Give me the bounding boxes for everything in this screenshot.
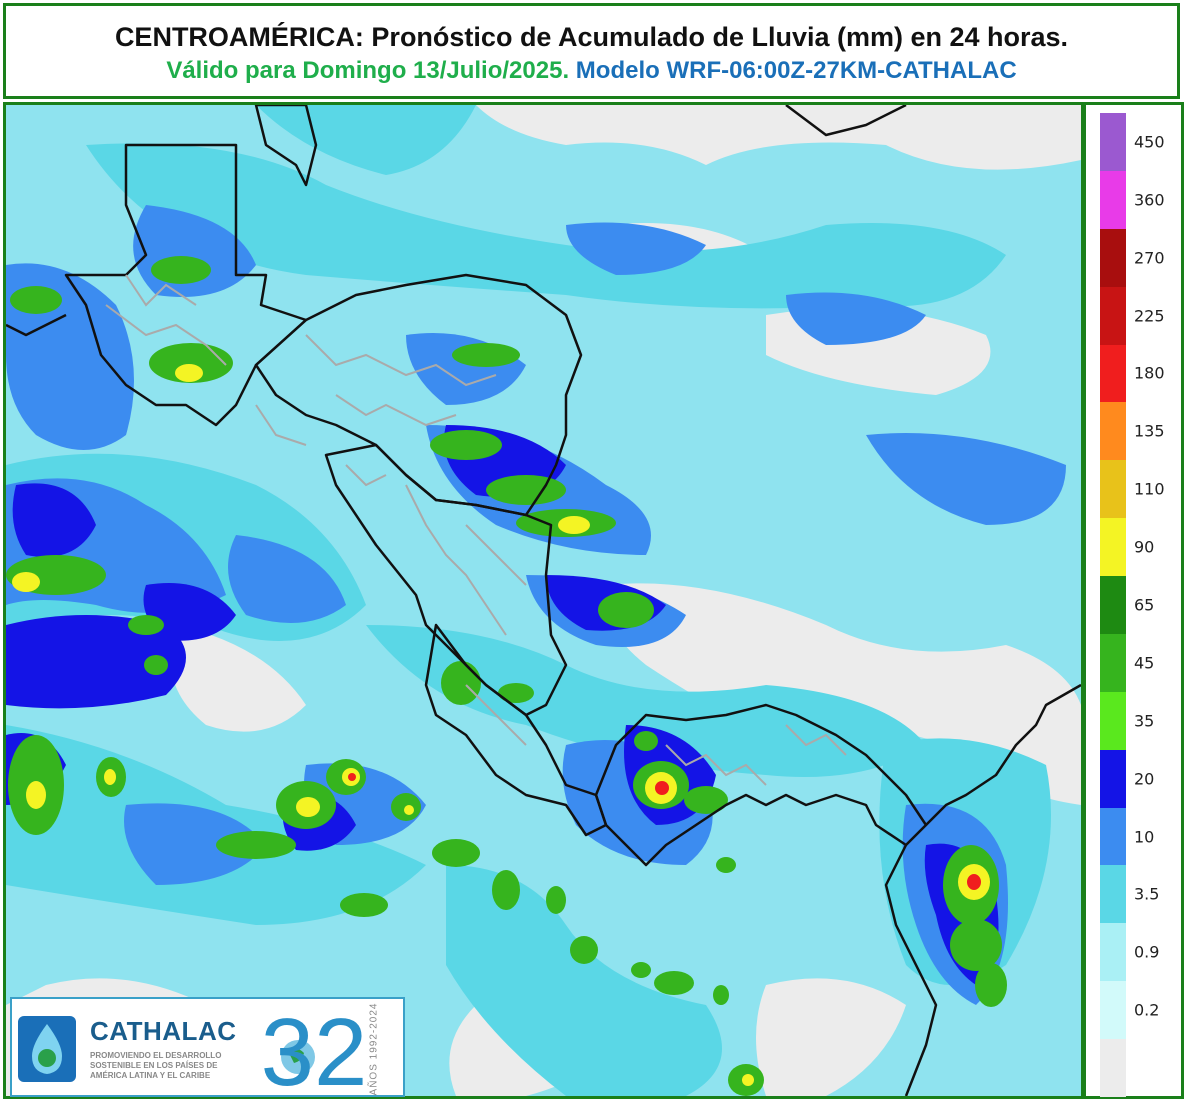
logo-years: AÑOS 1992-2024 [368,1002,380,1096]
header: CENTROAMÉRICA: Pronóstico de Acumulado d… [3,3,1180,99]
legend-tick-label: 20 [1134,769,1155,789]
legend-swatch [1100,923,1126,982]
legend-tick-label: 90 [1134,537,1155,557]
country-borders [6,105,1081,1096]
legend-tick-label: 225 [1134,306,1165,326]
legend-colorbar [1100,113,1126,1098]
water-drop-icon [18,1016,76,1082]
cathalac-logo: CATHALAC PROMOVIENDO EL DESARROLLO SOSTE… [10,997,405,1097]
legend-swatch [1100,113,1126,172]
logo-tagline-3: AMÉRICA LATINA Y EL CARIBE [90,1071,211,1080]
legend-tick-label: 35 [1134,711,1155,731]
legend-swatch [1100,981,1126,1040]
legend-swatch [1100,807,1126,866]
legend-tick-label: 360 [1134,190,1165,210]
legend-swatch [1100,749,1126,809]
legend-swatch [1100,228,1126,288]
legend-swatch [1100,576,1126,635]
legend-swatch [1100,402,1126,461]
legend-swatch [1100,518,1126,577]
map-frame [3,102,1084,1099]
precipitation-map [6,105,1081,1096]
legend-swatch [1100,633,1126,693]
logo-name: CATHALAC [90,1016,237,1046]
legend-tick-label: 110 [1134,479,1165,499]
legend-swatch [1100,865,1126,924]
legend-tick-label: 3.5 [1134,884,1160,904]
legend-tick-label: 0.2 [1134,1000,1160,1020]
legend-swatch [1100,691,1126,751]
logo-tagline-1: PROMOVIENDO EL DESARROLLO [90,1051,222,1060]
legend-tick-label: 180 [1134,363,1165,383]
valid-date: Válido para Domingo 13/Julio/2025. [166,57,570,84]
legend: 450 360 270 225 180 135 110 90 65 45 35 20 10 3.5 0.9 0… [1083,102,1184,1099]
legend-swatch [1100,344,1126,403]
anniversary-32-icon: 32 [261,1003,368,1095]
legend-swatch [1100,1039,1126,1098]
legend-swatch [1100,286,1126,346]
logo-tagline-2: SOSTENIBLE EN LOS PAÍSES DE [90,1061,218,1070]
legend-tick-label: 0.9 [1134,942,1160,962]
anniversary-number: 32 [261,1003,368,1095]
legend-tick-label: 10 [1134,827,1155,847]
legend-swatch [1100,460,1126,519]
legend-tick-label: 270 [1134,248,1165,268]
legend-swatch [1100,170,1126,230]
model-name: Modelo WRF-06:00Z-27KM-CATHALAC [575,57,1017,84]
extreme-rain-areas [348,773,981,890]
legend-tick-label: 45 [1134,653,1155,673]
legend-tick-label: 450 [1134,132,1165,152]
map-subtitle: Válido para Domingo 13/Julio/2025. Model… [6,56,1177,86]
legend-tick-label: 65 [1134,595,1155,615]
legend-tick-label: 135 [1134,421,1165,441]
admin-borders [105,274,847,786]
map-title: CENTROAMÉRICA: Pronóstico de Acumulado d… [114,22,1069,52]
